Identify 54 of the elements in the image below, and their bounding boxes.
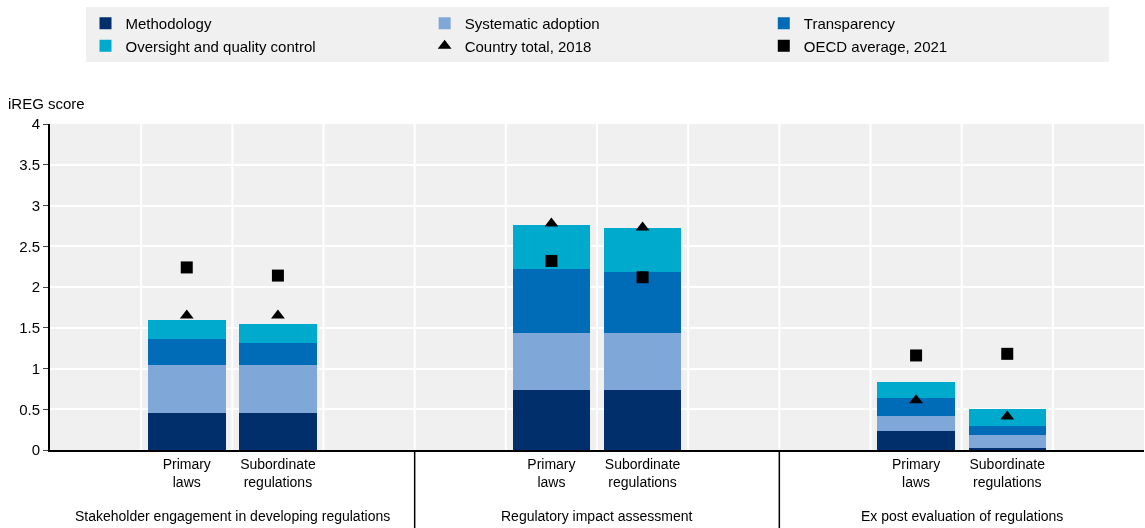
legend-label: Oversight and quality control [125, 37, 316, 55]
bar [968, 425, 1046, 436]
bar [603, 389, 682, 450]
point [910, 349, 923, 362]
bar [239, 365, 317, 414]
bar [512, 225, 591, 270]
y-tick-label: 2 [31, 278, 40, 296]
legend-label: Country total, 2018 [464, 37, 592, 55]
point [636, 271, 649, 284]
bar [877, 415, 955, 432]
y-tick-label: 0.5 [19, 400, 40, 418]
point [545, 254, 558, 267]
bar [877, 381, 955, 398]
point [1001, 347, 1014, 360]
legend-label: Transparency [803, 15, 896, 33]
bar [148, 413, 226, 450]
x-tick-label: Subordinate regulations [969, 455, 1046, 490]
bar [968, 409, 1046, 426]
x-tick-label: Subordinate regulations [604, 455, 681, 490]
point [180, 261, 193, 274]
legend-label: Methodology [125, 15, 212, 33]
bar [239, 323, 317, 344]
bar [877, 397, 955, 416]
y-tick-label: 4 [31, 115, 40, 133]
y-tick-label: 2.5 [19, 237, 40, 255]
y-tick-label: 3 [31, 196, 40, 214]
bar [877, 431, 955, 450]
y-tick-label: 0 [31, 441, 40, 459]
bar [603, 333, 682, 390]
x-tick-label: Primary laws [527, 455, 576, 490]
legend-label: Systematic adoption [464, 15, 600, 33]
x-tick-label: Primary laws [891, 455, 941, 490]
x-tick-label: Subordinate regulations [240, 455, 316, 490]
bar [512, 269, 591, 334]
legend-label: OECD average, 2021 [803, 37, 948, 55]
bar [148, 339, 226, 366]
y-tick-label: 1.5 [19, 319, 40, 336]
point [271, 269, 284, 282]
y-tick-label: 3.5 [19, 156, 40, 173]
y-tick-label: 1 [31, 359, 40, 377]
bar [603, 271, 682, 334]
bar [603, 227, 682, 272]
bar [148, 319, 226, 340]
bar [148, 365, 226, 414]
text: Regulatory impact assessment [501, 508, 693, 524]
text: Stakeholder engagement in developing regulations [75, 508, 391, 524]
bar [968, 435, 1046, 448]
text: Ex post evaluation of regulations [861, 508, 1064, 524]
y-axis-title: iREG score [8, 95, 85, 112]
bar [512, 389, 591, 450]
bar [512, 333, 591, 390]
bar [239, 413, 317, 450]
x-tick-label: Primary laws [162, 455, 211, 490]
bar [239, 343, 317, 366]
